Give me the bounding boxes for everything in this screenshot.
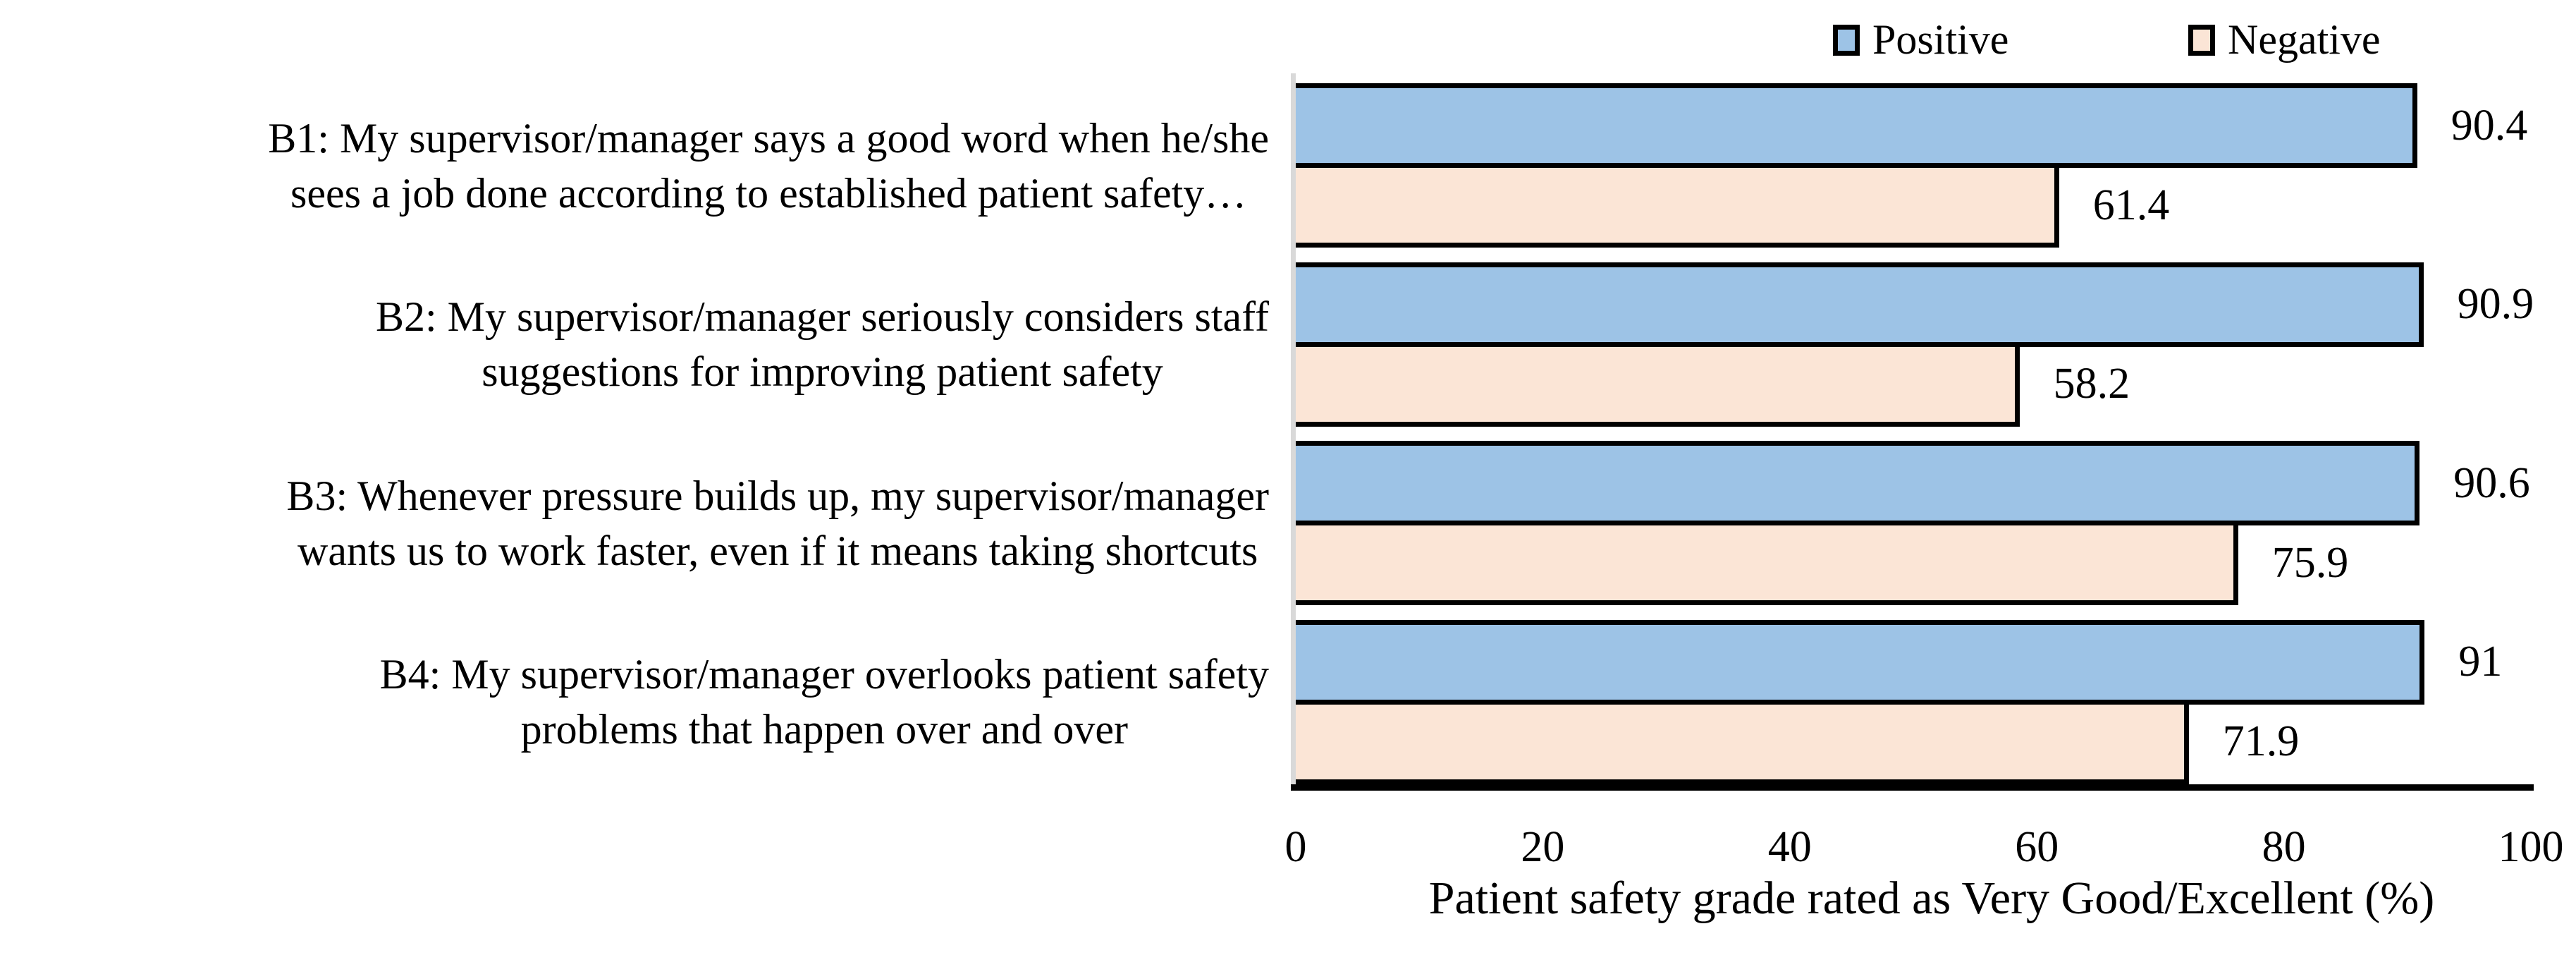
- category-row-b2: B2: My supervisor/manager seriously cons…: [0, 254, 1269, 435]
- bar-positive-b3: [1296, 441, 2420, 525]
- value-label-positive-b3: 90.6: [2453, 458, 2530, 507]
- legend-label-negative: Negative: [2228, 16, 2381, 63]
- bar-positive-b4: [1296, 619, 2425, 705]
- bar-negative-b1: [1296, 163, 2059, 248]
- bar-negative-b4: [1296, 699, 2189, 784]
- bar-negative-b2: [1296, 341, 2020, 427]
- negative-swatch-icon: [2188, 24, 2215, 56]
- x-axis-title: Patient safety grade rated as Very Good/…: [1428, 872, 2435, 924]
- positive-swatch-icon: [1833, 24, 1860, 56]
- legend-item-positive: Positive: [1833, 16, 2008, 64]
- x-tick-label-100: 100: [2498, 823, 2564, 871]
- legend-item-negative: Negative: [2188, 16, 2381, 64]
- value-label-positive-b4: 91: [2458, 638, 2503, 686]
- category-row-b4: B4: My supervisor/manager overlooks pati…: [0, 612, 1269, 793]
- x-tick-label-40: 40: [1767, 823, 1812, 871]
- legend-label-positive: Positive: [1872, 16, 2009, 63]
- x-tick-label-0: 0: [1284, 823, 1307, 871]
- category-row-b3: B3: Whenever pressure builds up, my supe…: [0, 432, 1269, 614]
- category-axis-line: [1291, 73, 1296, 784]
- value-label-positive-b1: 90.4: [2451, 101, 2528, 150]
- x-tick-label-80: 80: [2262, 823, 2306, 871]
- x-tick-label-20: 20: [1521, 823, 1565, 871]
- category-row-b1: B1: My supervisor/manager says a good wo…: [0, 75, 1269, 256]
- category-label-b1: B1: My supervisor/manager says a good wo…: [268, 114, 1269, 217]
- value-label-negative-b4: 71.9: [2222, 717, 2300, 765]
- value-label-negative-b2: 58.2: [2053, 360, 2130, 408]
- x-tick-label-60: 60: [2015, 823, 2059, 871]
- value-label-positive-b2: 90.9: [2457, 280, 2534, 328]
- bar-positive-b1: [1296, 83, 2417, 168]
- category-label-b2: B2: My supervisor/manager seriously cons…: [375, 293, 1269, 395]
- value-label-negative-b1: 61.4: [2092, 181, 2170, 229]
- category-label-b3: B3: Whenever pressure builds up, my supe…: [286, 472, 1269, 574]
- bar-positive-b2: [1296, 262, 2424, 347]
- bar-negative-b3: [1296, 521, 2238, 605]
- x-axis-line: [1291, 784, 2534, 791]
- category-label-b4: B4: My supervisor/manager overlooks pati…: [379, 651, 1269, 753]
- value-label-negative-b3: 75.9: [2271, 538, 2349, 587]
